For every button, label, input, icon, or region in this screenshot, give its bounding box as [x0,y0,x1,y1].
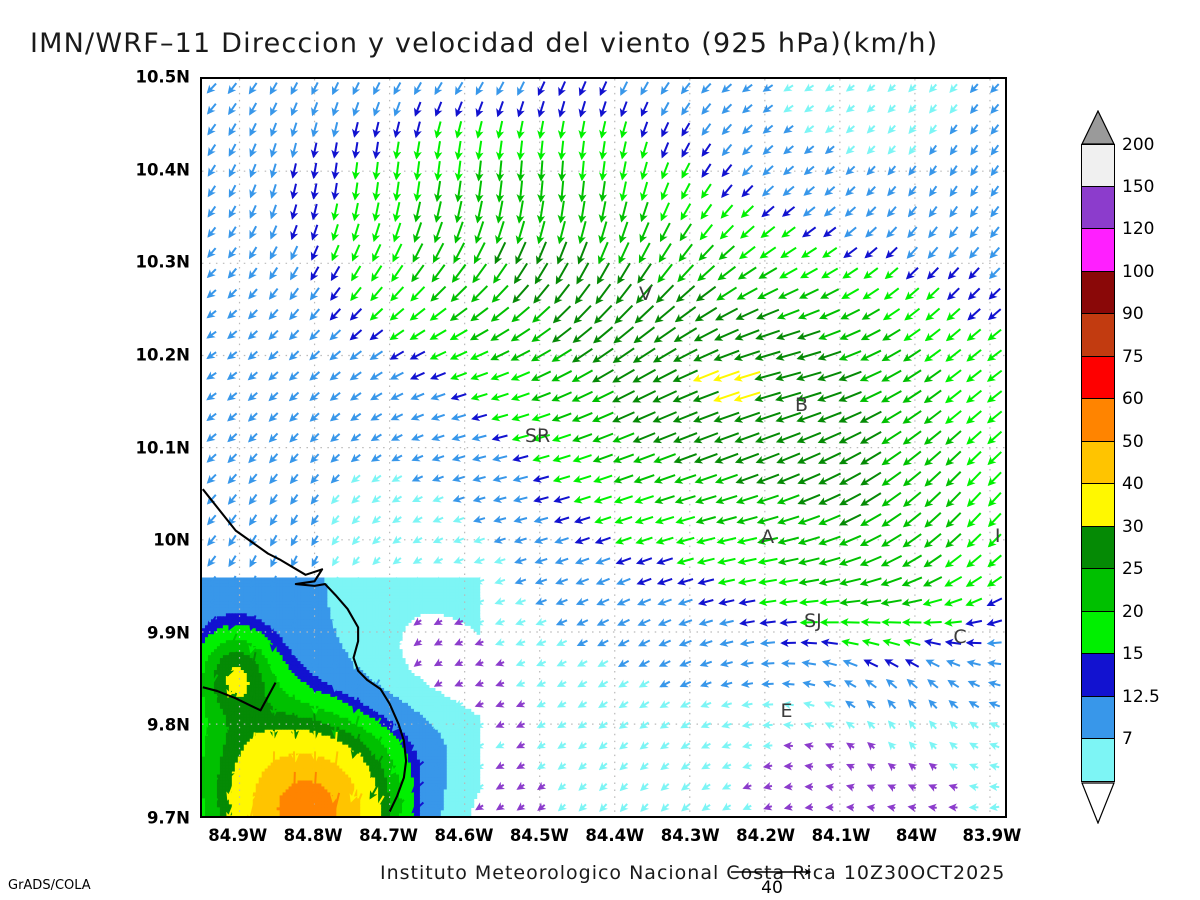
x-axis-tick-84.3W: 84.3W [660,826,720,845]
x-axis-tick-84.2W: 84.2W [736,826,796,845]
footer-grads-credit: GrADS/COLA [8,878,91,893]
y-axis-tick-10.4N: 10.4N [135,160,190,180]
city-label-c: C [953,625,967,648]
reference-vector-arrow [731,868,812,876]
colorbar-segment-120: 120 [1081,219,1154,272]
y-axis-tick-10.2N: 10.2N [135,345,190,365]
y-axis-tick-10.3N: 10.3N [135,252,190,272]
colorbar-segment-75: 75 [1081,347,1144,399]
city-label-sr: SR [524,424,551,447]
colorbar-over-arrow [1081,109,1115,145]
colorbar-label-200: 200 [1122,135,1155,155]
colorbar-segment-90: 90 [1081,304,1144,357]
page-title: IMN/WRF–11 Direccion y velocidad del vie… [30,28,939,59]
colorbar-segment-60: 60 [1081,389,1144,442]
colorbar-segment-150: 150 [1081,177,1154,229]
colorbar-label-120: 120 [1122,219,1155,239]
x-axis-tick-84.1W: 84.1W [811,826,871,845]
colorbar-label-60: 60 [1122,389,1144,409]
x-axis-tick-84W: 84W [895,826,938,845]
y-axis-tick-9.7N: 9.7N [146,808,190,828]
city-labels-layer: V SR B A SJ C E I [202,79,1005,816]
coastline [202,488,408,813]
reference-vector-label: 40 [761,878,783,898]
colorbar: 200 150 120 100 90 75 60 50 40 30 25 20 15 12.5 7 [1081,109,1160,825]
city-label-i: I [994,524,1001,547]
city-label-sj: SJ [804,609,822,632]
colorbar-segment-50: 50 [1081,432,1144,484]
x-axis-tick-84.5W: 84.5W [509,826,569,845]
x-axis-tick-83.9W: 83.9W [962,826,1022,845]
x-axis-tick-84.7W: 84.7W [359,826,419,845]
colorbar-segment-40: 40 [1081,474,1144,527]
colorbar-label-150: 150 [1122,176,1155,197]
city-label-v: V [638,282,652,305]
x-axis-tick-84.9W: 84.9W [208,826,268,845]
colorbar-label-25: 25 [1122,559,1144,579]
colorbar-label-30: 30 [1122,516,1144,537]
city-label-e: E [780,699,793,722]
x-axis-tick-84.8W: 84.8W [283,826,343,845]
city-label-b: B [795,394,809,417]
colorbar-label-40: 40 [1122,474,1144,494]
colorbar-segment-12.5: 12.5 [1081,687,1160,739]
colorbar-segment-30: 30 [1081,517,1144,569]
footer-institution: Instituto Meteorologico Nacional Costa R… [380,862,1006,884]
colorbar-segment-200: 200 [1081,135,1154,187]
colorbar-label-75: 75 [1122,346,1144,367]
y-axis-tick-10.5N: 10.5N [135,67,190,87]
y-axis-tick-10.1N: 10.1N [135,438,190,457]
wind-map-plot: V SR B A SJ C E I [200,77,1007,818]
colorbar-label-7: 7 [1122,729,1133,749]
y-axis-tick-9.8N: 9.8N [146,715,190,735]
city-label-a: A [761,526,775,549]
x-axis-tick-84.6W: 84.6W [434,826,494,845]
colorbar-label-20: 20 [1122,601,1144,622]
colorbar-label-12.5: 12.5 [1122,686,1160,707]
colorbar-label-90: 90 [1122,304,1144,324]
wind-vector-arrows [205,80,1003,816]
colorbar-segment-7: 7 [1081,729,1133,782]
colorbar-label-100: 100 [1122,261,1155,282]
colorbar-segment-100: 100 [1081,262,1154,314]
colorbar-segment-20: 20 [1081,602,1144,654]
y-axis-tick-10N: 10N [153,530,190,550]
colorbar-under-arrow [1081,781,1115,825]
colorbar-label-15: 15 [1122,644,1144,664]
x-axis-tick-84.4W: 84.4W [585,826,645,845]
colorbar-segment-15: 15 [1081,644,1144,697]
colorbar-segment-25: 25 [1081,559,1144,612]
colorbar-label-50: 50 [1122,431,1144,452]
y-axis-tick-9.9N: 9.9N [146,623,190,643]
